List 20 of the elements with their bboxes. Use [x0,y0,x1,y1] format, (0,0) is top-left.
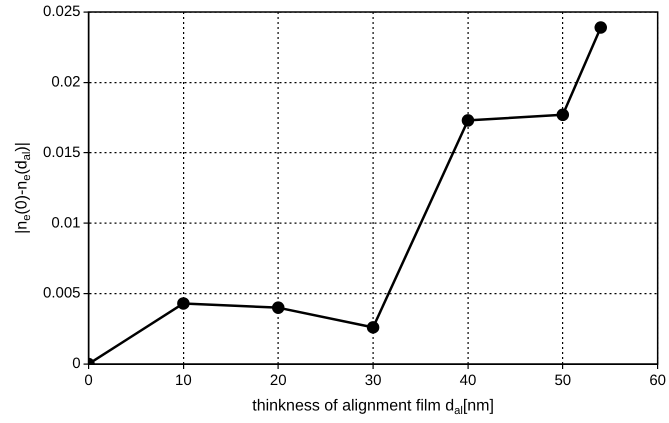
x-tick-label: 20 [270,372,287,390]
y-tick-label: 0.015 [42,144,81,161]
point [556,108,570,122]
x-tick-label: 40 [460,372,476,390]
y-tick-label: 0.025 [42,3,81,20]
point [366,321,380,334]
point [272,301,284,314]
point [462,114,474,127]
y-tick-label: 0 [72,355,81,372]
y-tick-label: 0.005 [42,284,81,302]
y-axis-title: |ne(0)-ne(dal)| [13,142,33,234]
x-tick-label: 60 [649,372,666,390]
x-tick-label: 0 [84,372,93,390]
y-tick-label: 0.01 [51,214,81,232]
point [594,21,607,34]
x-tick-label: 50 [554,372,572,390]
point [177,297,190,310]
y-tick-label: 0.02 [51,74,81,91]
x-tick-label: 30 [364,372,382,390]
x-tick-label: 10 [175,372,192,390]
